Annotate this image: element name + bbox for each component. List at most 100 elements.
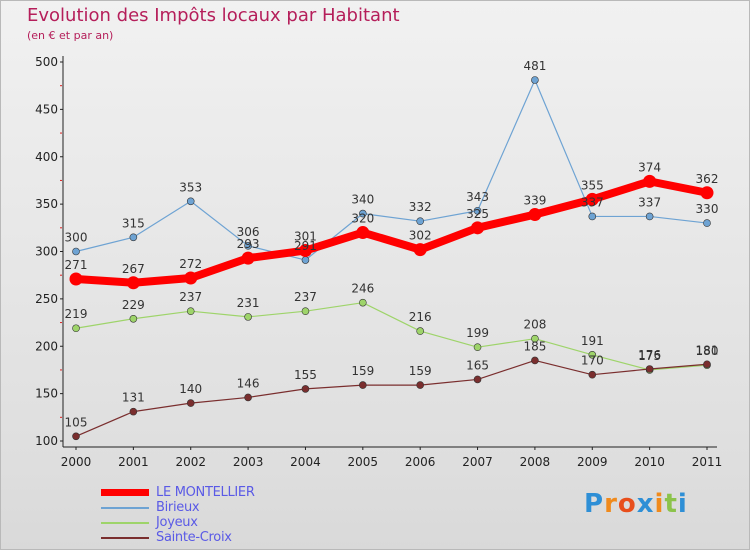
series-line-le-montellier xyxy=(75,177,708,287)
x-tick-label: 2010 xyxy=(634,455,665,469)
data-label-joyeux: 175 xyxy=(638,349,661,363)
y-tick-label: 200 xyxy=(35,339,58,353)
data-point-birieux xyxy=(473,206,482,215)
data-label-birieux: 343 xyxy=(466,190,489,204)
series-line-sainte-croix xyxy=(75,359,708,437)
legend-item-sainte-croix: Sainte-Croix xyxy=(101,530,321,545)
data-label-birieux: 291 xyxy=(294,239,317,253)
data-point-birieux xyxy=(301,256,310,264)
brand-letter: t xyxy=(664,489,678,519)
brand-letter: i xyxy=(677,489,688,519)
brand-letter: r xyxy=(604,489,618,519)
data-point-le-montellier xyxy=(585,192,599,206)
data-point-sainte-croix xyxy=(588,370,597,379)
data-point-joyeux xyxy=(186,307,195,315)
x-tick-label: 2003 xyxy=(233,455,264,469)
legend-item-joyeux: Joyeux xyxy=(101,515,321,530)
data-label-birieux: 332 xyxy=(409,200,432,214)
data-label-le-montellier: 362 xyxy=(696,172,719,186)
data-label-birieux: 340 xyxy=(351,193,374,207)
data-point-joyeux xyxy=(244,313,252,321)
data-label-birieux: 353 xyxy=(179,180,202,194)
x-tick-label: 2007 xyxy=(462,455,493,469)
x-tick-label: 2000 xyxy=(61,455,92,469)
data-point-sainte-croix xyxy=(186,399,195,407)
series-line-birieux xyxy=(75,79,708,261)
data-label-sainte-croix: 181 xyxy=(696,343,719,357)
data-label-birieux: 306 xyxy=(237,225,260,239)
data-point-birieux xyxy=(244,242,252,250)
data-point-birieux xyxy=(531,76,539,84)
data-label-sainte-croix: 146 xyxy=(237,376,260,390)
data-point-joyeux xyxy=(473,343,482,351)
data-label-joyeux: 229 xyxy=(122,298,145,312)
data-point-le-montellier xyxy=(298,244,312,258)
data-point-joyeux xyxy=(129,314,138,323)
brand-letter: o xyxy=(617,489,637,519)
data-label-joyeux: 180 xyxy=(696,344,719,358)
data-point-sainte-croix xyxy=(359,381,367,389)
data-point-le-montellier xyxy=(126,276,140,290)
x-tick-label: 2011 xyxy=(692,455,723,469)
data-point-le-montellier xyxy=(700,186,714,200)
y-tick-label: 150 xyxy=(35,387,58,401)
data-point-le-montellier xyxy=(643,174,657,188)
x-tick-label: 2002 xyxy=(175,455,206,469)
data-label-le-montellier: 320 xyxy=(351,212,374,226)
data-point-birieux xyxy=(129,233,138,242)
data-label-le-montellier: 355 xyxy=(581,178,604,192)
data-label-le-montellier: 374 xyxy=(638,160,661,174)
data-point-le-montellier xyxy=(356,226,370,240)
data-point-sainte-croix xyxy=(244,393,252,402)
data-point-le-montellier xyxy=(471,221,485,235)
data-label-joyeux: 216 xyxy=(409,310,432,324)
data-point-birieux xyxy=(72,247,80,256)
data-point-joyeux xyxy=(531,334,539,343)
x-tick-label: 2006 xyxy=(405,455,436,469)
data-label-joyeux: 199 xyxy=(466,326,489,340)
data-label-joyeux: 237 xyxy=(294,290,317,304)
y-tick-label: 500 xyxy=(35,55,58,69)
data-point-joyeux xyxy=(588,350,597,359)
data-label-le-montellier: 339 xyxy=(523,194,546,208)
data-point-birieux xyxy=(588,212,597,221)
data-label-joyeux: 208 xyxy=(523,318,546,332)
chart-title: Evolution des Impôts locaux par Habitant xyxy=(27,5,400,26)
data-label-birieux: 337 xyxy=(638,195,661,209)
data-point-sainte-croix xyxy=(72,432,80,441)
data-label-sainte-croix: 159 xyxy=(409,364,432,378)
data-point-sainte-croix xyxy=(703,360,711,369)
data-point-birieux xyxy=(703,219,711,227)
data-label-sainte-croix: 140 xyxy=(179,382,202,396)
data-point-sainte-croix xyxy=(416,381,424,389)
data-point-joyeux xyxy=(416,327,424,335)
y-tick-label: 450 xyxy=(35,102,58,116)
data-label-birieux: 300 xyxy=(65,231,88,245)
brand-letter: P xyxy=(584,489,605,519)
data-point-sainte-croix xyxy=(645,365,654,373)
y-tick-label: 250 xyxy=(35,292,58,306)
data-label-joyeux: 237 xyxy=(179,290,202,304)
data-point-sainte-croix xyxy=(531,356,539,365)
data-label-sainte-croix: 165 xyxy=(466,358,489,372)
data-label-sainte-croix: 105 xyxy=(65,415,88,429)
legend-item-birieux: Birieux xyxy=(101,500,321,515)
data-label-le-montellier: 271 xyxy=(65,258,88,272)
data-point-sainte-croix xyxy=(301,385,310,393)
y-tick-label: 100 xyxy=(35,434,58,448)
brand-letter: x xyxy=(636,489,655,519)
data-label-sainte-croix: 131 xyxy=(122,391,145,405)
data-label-sainte-croix: 185 xyxy=(523,339,546,353)
series-line-joyeux xyxy=(75,302,708,371)
legend-swatch-birieux xyxy=(101,507,149,509)
data-point-le-montellier xyxy=(184,271,198,285)
data-label-le-montellier: 325 xyxy=(466,207,489,221)
data-label-le-montellier: 302 xyxy=(409,229,432,243)
data-label-le-montellier: 293 xyxy=(237,237,260,251)
data-label-le-montellier: 272 xyxy=(179,257,202,271)
data-label-birieux: 330 xyxy=(696,202,719,216)
brand-letter: i xyxy=(654,489,665,519)
data-label-sainte-croix: 170 xyxy=(581,354,604,368)
